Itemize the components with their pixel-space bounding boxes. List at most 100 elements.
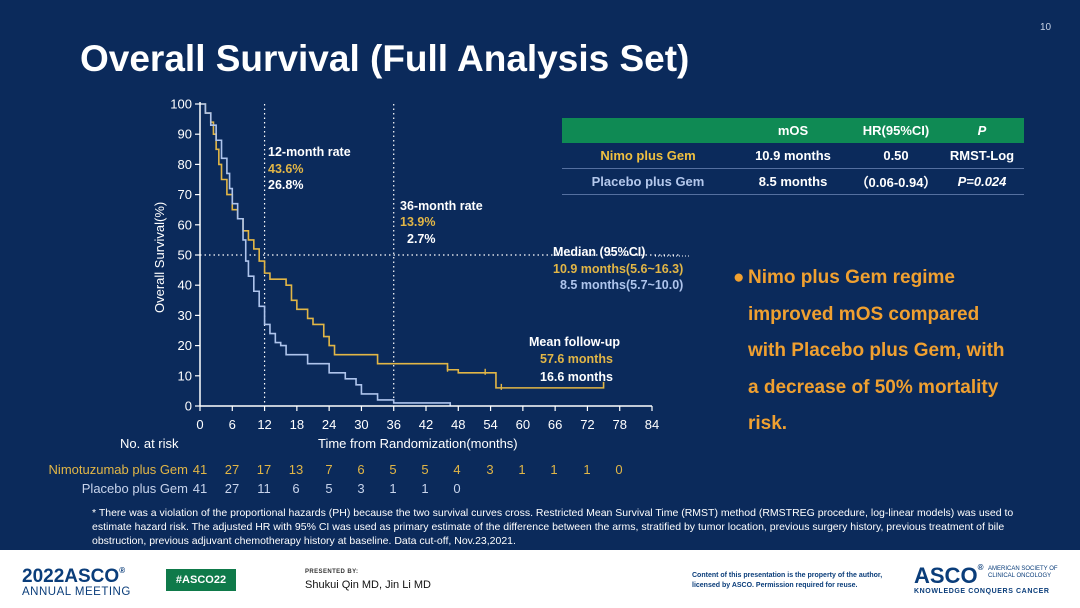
risk-count: 1 <box>583 462 591 477</box>
rate36-title: 36-month rate <box>400 199 483 213</box>
followup-nimo: 57.6 months <box>540 352 613 366</box>
risk-count: 13 <box>288 462 304 477</box>
x-tick-label: 30 <box>354 417 368 432</box>
survival-chart: 0 10 20 30 40 50 60 70 80 90 100 0 6 12 18 24 30 36 42 48 54… <box>152 97 690 451</box>
meeting-year: 2022 <box>22 566 65 587</box>
risk-table-header: No. at risk <box>120 436 179 451</box>
risk-count: 1 <box>389 481 397 496</box>
x-tick-label: 60 <box>516 417 530 432</box>
presenter-names: Shukui Qin MD, Jin Li MD <box>305 579 431 591</box>
meeting-subtitle: ANNUAL MEETING <box>22 586 131 598</box>
risk-count: 5 <box>421 462 429 477</box>
slide-title: Overall Survival (Full Analysis Set) <box>80 38 690 79</box>
x-tick-label: 18 <box>290 417 304 432</box>
risk-count: 6 <box>357 462 365 477</box>
x-tick-label: 42 <box>419 417 433 432</box>
x-axis-label: Time from Randomization(months) <box>318 436 518 451</box>
y-tick-label: 20 <box>178 338 192 353</box>
risk-count: 5 <box>389 462 397 477</box>
x-tick-label: 66 <box>548 417 562 432</box>
results-header-mos: mOS <box>734 118 852 143</box>
conclusion-line: with Placebo plus Gem, with <box>748 340 1005 361</box>
risk-count: 3 <box>357 481 365 496</box>
risk-label-text: Nimotuzumab plus Gem <box>48 462 188 477</box>
risk-count: 41 <box>192 481 208 496</box>
rate12-placebo: 26.8% <box>268 178 303 192</box>
x-tick-label: 84 <box>645 417 659 432</box>
x-tick-label: 12 <box>257 417 271 432</box>
results-cell-p: RMST-Log <box>940 143 1024 169</box>
y-tick-label: 30 <box>178 308 192 323</box>
x-tick-label: 78 <box>612 417 626 432</box>
results-row-placebo: Placebo plus Gem 8.5 months （0.06-0.94） … <box>562 168 1024 195</box>
risk-count: 1 <box>421 481 429 496</box>
asco-logo-text: ASCO <box>914 563 978 588</box>
footnote: * There was a violation of the proportio… <box>92 507 1014 547</box>
y-tick-label: 80 <box>178 157 192 172</box>
risk-count: 5 <box>325 481 333 496</box>
risk-count: 27 <box>224 462 240 477</box>
meeting-logo: 2022ASCO® <box>22 566 126 587</box>
x-tick-label: 6 <box>229 417 236 432</box>
nimo-survival-curve <box>200 103 605 389</box>
results-cell-mos: 8.5 months <box>734 168 852 195</box>
y-tick-label: 10 <box>178 368 192 383</box>
results-cell-p: P=0.024 <box>940 168 1024 195</box>
conclusion-bullet: ● Nimo plus Gem regime improved mOS comp… <box>733 260 1053 443</box>
risk-count: 17 <box>256 462 272 477</box>
x-tick-label: 24 <box>322 417 336 432</box>
results-cell-group: Placebo plus Gem <box>562 168 734 195</box>
risk-count: 41 <box>192 462 208 477</box>
risk-count: 0 <box>453 481 461 496</box>
conclusion-line: risk. <box>748 413 788 434</box>
median-nimo: 10.9 months(5.6~16.3) <box>553 262 683 276</box>
median-title: Median (95%CI) <box>553 245 645 259</box>
risk-count: 1 <box>518 462 526 477</box>
y-tick-label: 40 <box>178 278 192 293</box>
followup-title: Mean follow-up <box>529 335 620 349</box>
results-table: mOS HR(95%CI) P Nimo plus Gem 10.9 month… <box>562 118 1024 195</box>
risk-count: 4 <box>453 462 461 477</box>
y-axis-label: Overall Survival(%) <box>152 202 167 313</box>
y-tick-label: 60 <box>178 217 192 232</box>
rate36-placebo: 2.7% <box>407 232 436 246</box>
results-cell-group: Nimo plus Gem <box>562 143 734 169</box>
results-cell-mos: 10.9 months <box>734 143 852 169</box>
results-header-hr: HR(95%CI) <box>852 118 940 143</box>
slide-background <box>0 0 1080 550</box>
risk-count: 27 <box>224 481 240 496</box>
meeting-brand: ASCO <box>64 566 120 587</box>
rate12-title: 12-month rate <box>268 145 351 159</box>
risk-count: 1 <box>550 462 558 477</box>
y-tick-label: 50 <box>178 248 192 263</box>
conclusion-line: improved mOS compared <box>748 303 980 325</box>
risk-label-text: Placebo plus Gem <box>81 481 188 496</box>
y-tick-label: 0 <box>185 399 192 414</box>
y-tick-label: 100 <box>170 97 192 112</box>
x-tick-label: 0 <box>196 417 203 432</box>
y-tick-label: 70 <box>178 187 192 202</box>
y-tick-label: 90 <box>178 127 192 142</box>
results-row-nimo: Nimo plus Gem 10.9 months 0.50 RMST-Log <box>562 143 1024 169</box>
presented-by-label: PRESENTED BY: <box>305 569 359 575</box>
risk-count: 11 <box>257 481 271 496</box>
x-tick-label: 48 <box>451 417 465 432</box>
x-tick-label: 54 <box>483 417 497 432</box>
median-placebo: 8.5 months(5.7~10.0) <box>560 278 683 292</box>
risk-count: 7 <box>325 462 333 477</box>
results-cell-hr: （0.06-0.94） <box>852 168 940 195</box>
risk-count: 0 <box>615 462 623 477</box>
conclusion-line: a decrease of 50% mortality <box>748 376 999 398</box>
conclusion-line: Nimo plus Gem regime <box>748 267 955 288</box>
hashtag-badge: #ASCO22 <box>166 569 236 591</box>
results-cell-hr: 0.50 <box>852 143 940 169</box>
asco-logo: ASCO® <box>914 563 984 588</box>
risk-count: 6 <box>292 481 300 496</box>
page-number: 10 <box>1040 22 1052 33</box>
results-header-group <box>562 118 734 143</box>
x-tick-label: 36 <box>386 417 400 432</box>
followup-placebo: 16.6 months <box>540 370 613 384</box>
rate12-nimo: 43.6% <box>268 162 303 176</box>
placebo-survival-curve <box>200 103 452 406</box>
copyright-notice: Content of this presentation is the prop… <box>692 572 883 589</box>
